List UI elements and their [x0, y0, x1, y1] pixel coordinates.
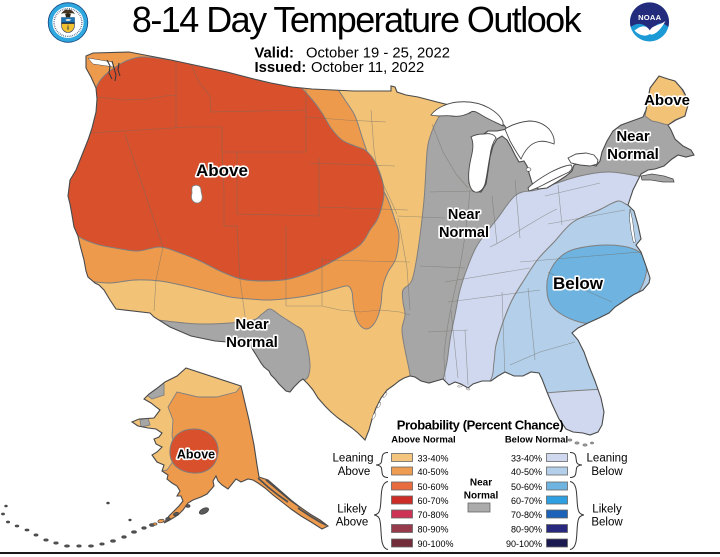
svg-text:Normal: Normal [607, 146, 659, 163]
svg-text:Normal: Normal [464, 491, 499, 502]
svg-text:90-100%: 90-100% [418, 539, 454, 549]
svg-text:Probability (Percent Chance): Probability (Percent Chance) [397, 418, 564, 433]
svg-text:Likely: Likely [592, 504, 622, 516]
svg-text:60-70%: 60-70% [418, 496, 449, 506]
svg-text:Leaning: Leaning [333, 453, 374, 465]
svg-text:Below: Below [553, 274, 604, 293]
svg-text:70-80%: 70-80% [511, 510, 542, 520]
svg-text:Near: Near [616, 128, 650, 145]
svg-text:8-14 Day Temperature Outlook: 8-14 Day Temperature Outlook [132, 0, 583, 40]
svg-text:Normal: Normal [439, 225, 489, 241]
svg-text:Below: Below [591, 517, 623, 529]
svg-text:Below Normal: Below Normal [505, 435, 568, 446]
svg-text:Normal: Normal [226, 334, 278, 351]
svg-text:Likely: Likely [337, 504, 367, 516]
svg-text:50-60%: 50-60% [418, 482, 449, 492]
svg-text:80-90%: 80-90% [511, 525, 542, 535]
svg-text:Near: Near [470, 478, 492, 489]
svg-text:33-40%: 33-40% [418, 454, 449, 464]
svg-text:Below: Below [591, 466, 623, 478]
svg-text:Above: Above [177, 448, 215, 462]
svg-text:Above Normal: Above Normal [391, 435, 455, 446]
svg-text:Above: Above [644, 92, 690, 109]
svg-text:Above: Above [196, 161, 248, 180]
svg-text:Valid:October 19 - 25, 2022: Valid: October 19 - 25, 2022 [255, 45, 450, 61]
svg-text:80-90%: 80-90% [418, 525, 449, 535]
svg-text:Issued:October 11, 2022: Issued: October 11, 2022 [255, 60, 425, 76]
svg-text:Near: Near [235, 316, 269, 333]
svg-text:Near: Near [448, 207, 481, 223]
svg-text:Leaning: Leaning [587, 453, 628, 465]
svg-text:Above: Above [338, 466, 371, 478]
svg-text:60-70%: 60-70% [511, 496, 542, 506]
svg-text:NOAA: NOAA [638, 13, 661, 22]
svg-text:70-80%: 70-80% [418, 510, 449, 520]
svg-text:40-50%: 40-50% [418, 467, 449, 477]
svg-text:40-50%: 40-50% [511, 467, 542, 477]
svg-text:Above: Above [336, 517, 369, 529]
svg-text:90-100%: 90-100% [506, 539, 542, 549]
svg-text:33-40%: 33-40% [511, 454, 542, 464]
svg-text:50-60%: 50-60% [511, 482, 542, 492]
